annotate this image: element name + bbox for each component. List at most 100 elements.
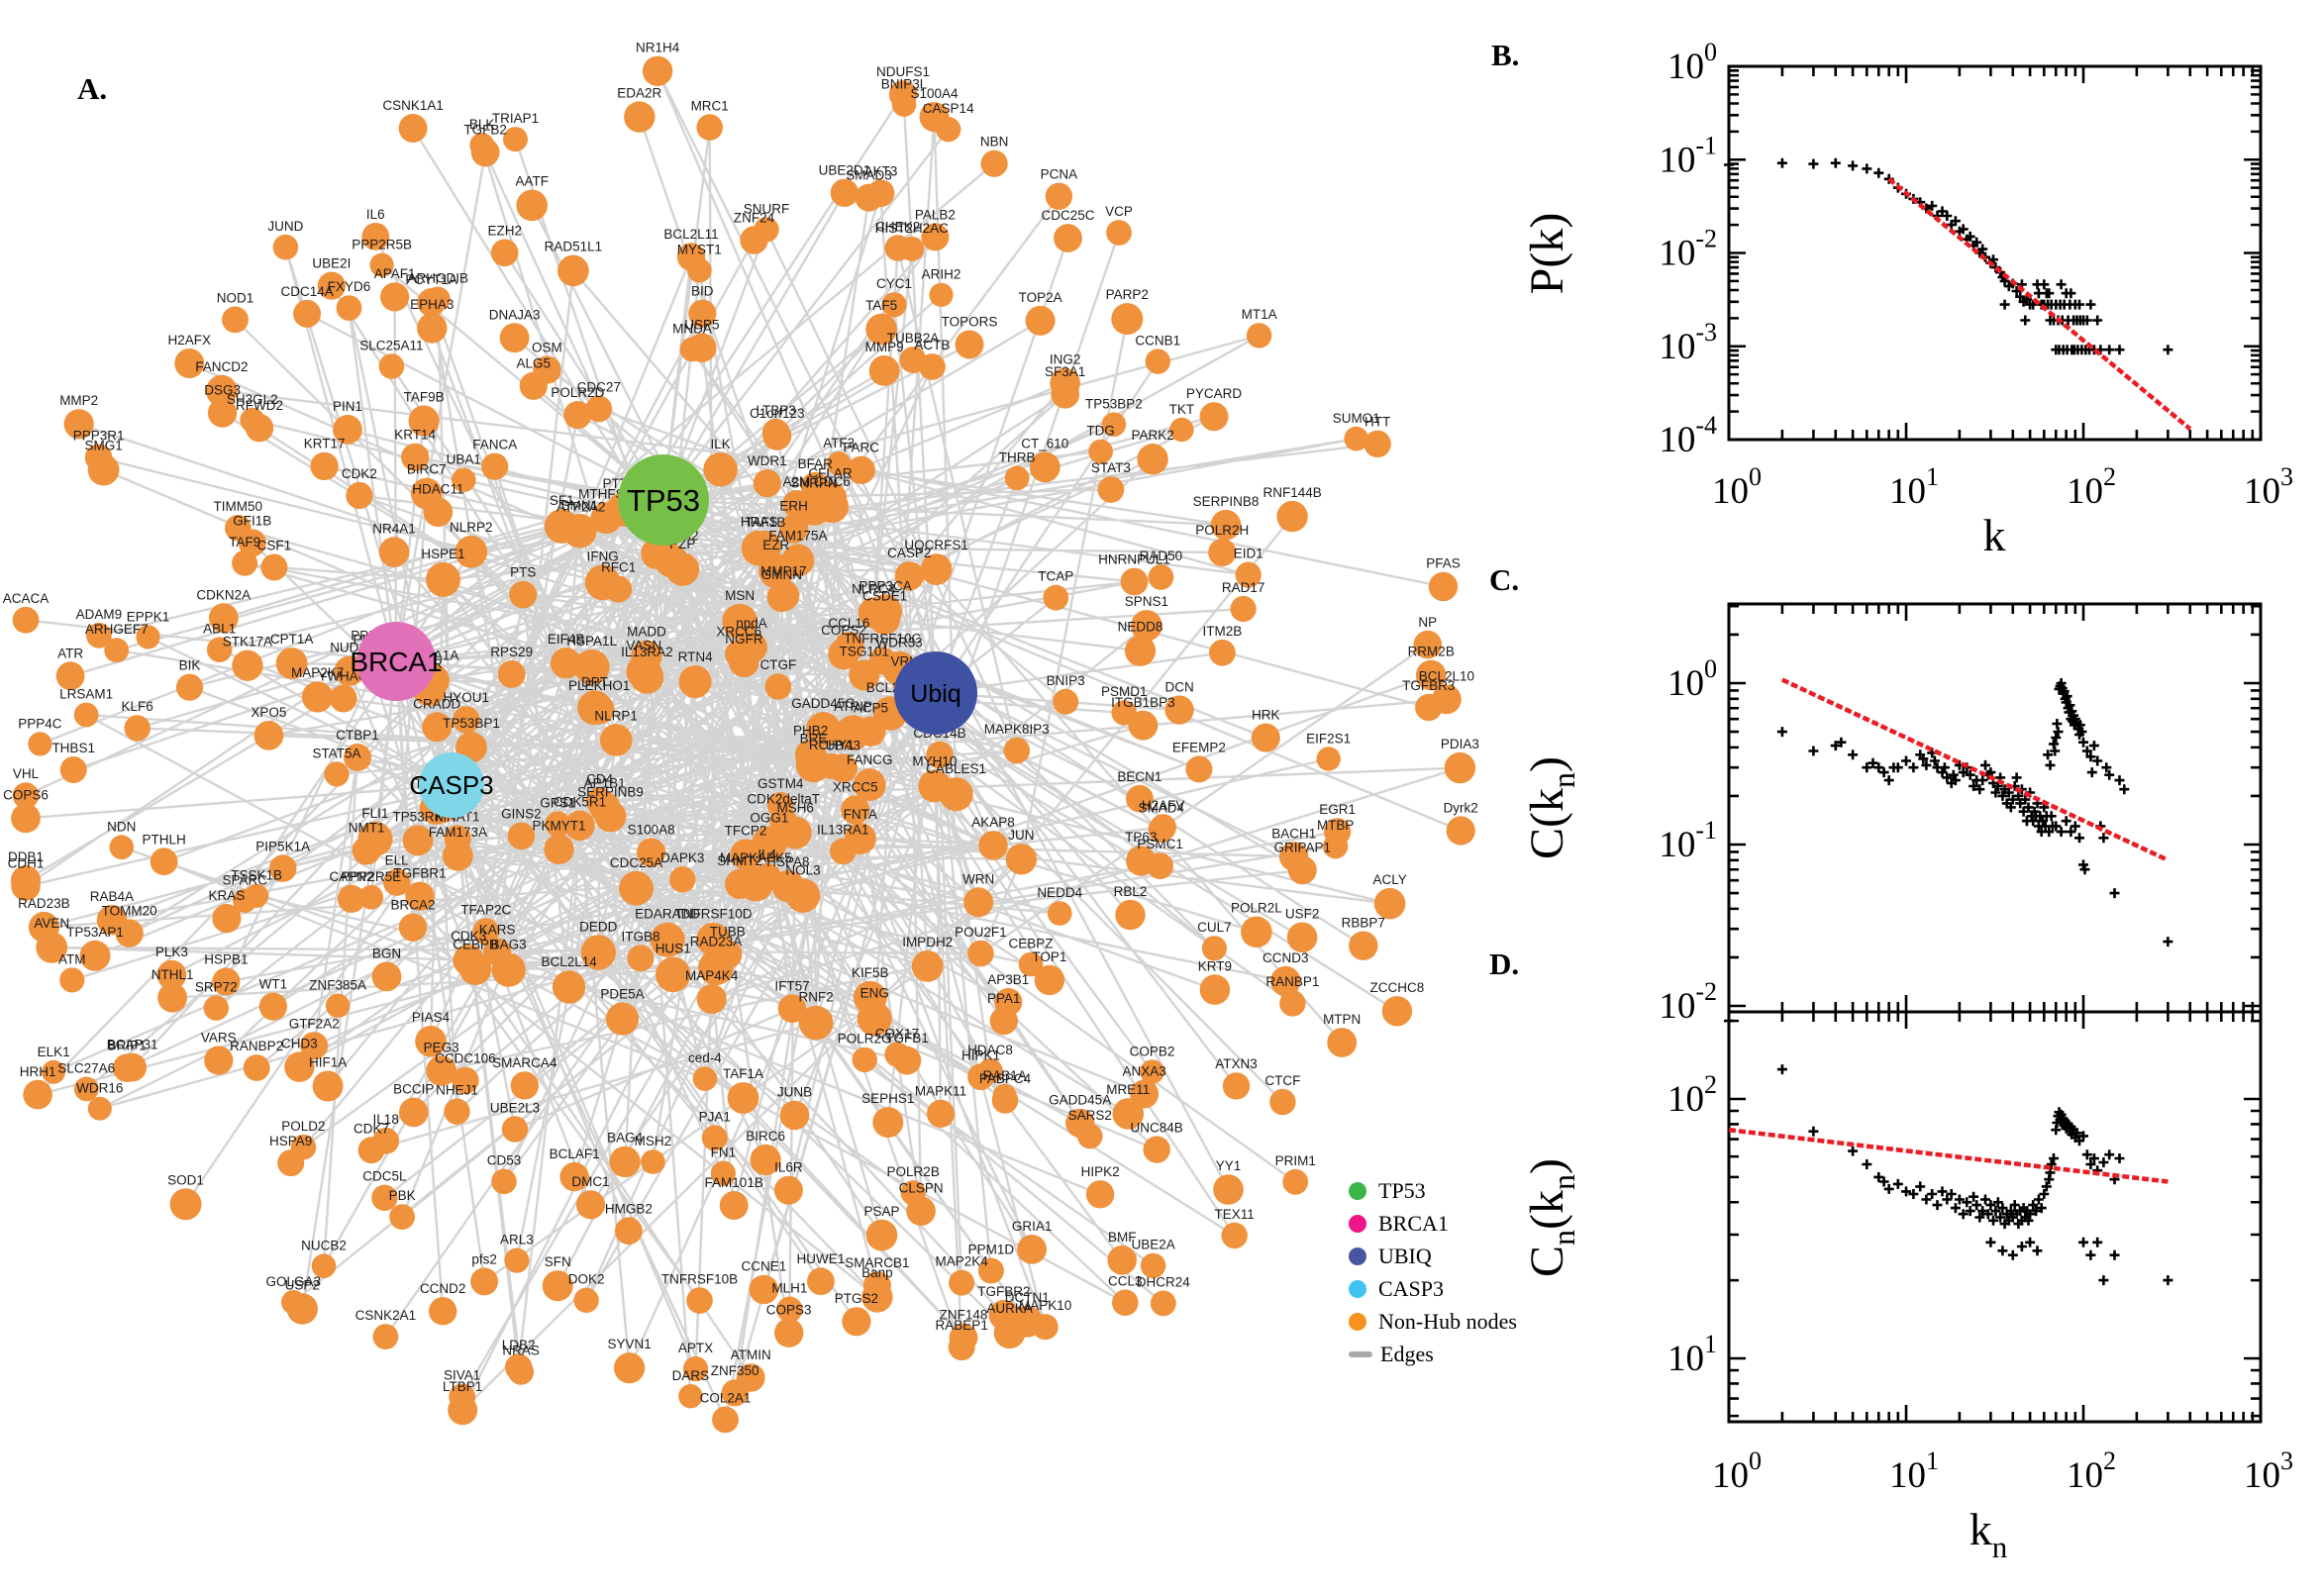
- protein-node-label: DHCR24: [1137, 1275, 1191, 1290]
- protein-node-label: SF3A1: [1045, 364, 1085, 379]
- scatter-points: [1724, 1016, 2173, 1286]
- protein-node-label: GFI1B: [233, 513, 271, 528]
- protein-node-label: KIF5B: [852, 965, 889, 980]
- hub-node-label: TP53: [627, 483, 700, 518]
- protein-node: [703, 451, 738, 487]
- protein-node: [1140, 1059, 1164, 1084]
- protein-node-label: PIN1: [333, 399, 362, 414]
- protein-node-label: MAPK11: [915, 1084, 966, 1099]
- protein-node-label: PBK: [389, 1188, 416, 1203]
- protein-node: [1106, 220, 1132, 246]
- protein-node-label: BCL2L14: [541, 954, 597, 969]
- protein-node-label: ATF3: [823, 436, 855, 450]
- protein-node-label: ATMIN: [731, 1347, 771, 1362]
- protein-node: [573, 648, 610, 685]
- protein-node: [1164, 695, 1194, 725]
- tick-label: 10-2: [1659, 225, 1717, 274]
- protein-node: [989, 1006, 1018, 1036]
- protein-node-label: ATP2A2: [556, 500, 605, 515]
- protein-node-label: MRC1: [691, 98, 729, 113]
- protein-node: [212, 967, 241, 996]
- protein-node: [1415, 693, 1443, 722]
- protein-node: [290, 1134, 317, 1160]
- protein-node-label: AURKA: [986, 1301, 1033, 1316]
- protein-node-label: CDC25C: [1041, 208, 1094, 223]
- protein-node-label: HDAC11: [412, 482, 463, 497]
- protein-node-label: HSPA1L: [566, 634, 617, 648]
- protein-node-label: GINS2: [501, 807, 542, 822]
- protein-node-label: POLR2G: [838, 1032, 892, 1047]
- protein-node-label: TGFB1: [885, 1031, 929, 1046]
- protein-node-label: MLH1: [771, 1281, 807, 1296]
- protein-node: [605, 1002, 640, 1036]
- protein-node: [453, 706, 480, 734]
- protein-node: [641, 1149, 665, 1174]
- protein-node: [73, 702, 99, 728]
- protein-node-label: NMT1: [349, 821, 385, 836]
- protein-node-label: SF1: [550, 493, 574, 508]
- hub-node-tp53: [618, 454, 709, 546]
- protein-node-label: EFEMP2: [1172, 741, 1226, 755]
- protein-node-label: S100A8: [628, 822, 675, 837]
- protein-node-label: BECN1: [1117, 769, 1162, 784]
- protein-node-label: ERH: [779, 499, 808, 514]
- protein-node: [818, 752, 845, 779]
- protein-node: [955, 330, 984, 359]
- protein-node-label: SNRPN: [790, 475, 837, 490]
- protein-node: [626, 653, 661, 690]
- protein-node-label: PCYT1A: [405, 272, 457, 287]
- protein-node: [42, 1059, 66, 1084]
- protein-node: [929, 282, 954, 307]
- protein-node-label: SLC25A11: [359, 338, 423, 352]
- protein-node: [1270, 965, 1301, 997]
- protein-node-label: HTT: [1364, 415, 1390, 430]
- hub-node-casp3: [419, 752, 484, 818]
- protein-node-label: NBN: [980, 135, 1009, 150]
- protein-node: [1150, 814, 1176, 841]
- protein-node: [1050, 367, 1080, 399]
- protein-node: [1143, 1136, 1170, 1163]
- protein-node: [1278, 842, 1309, 871]
- protein-node: [1115, 899, 1146, 931]
- protein-node: [1101, 412, 1127, 438]
- legend-item-non-hub-nodes: Non-Hub nodes: [1349, 1305, 1517, 1338]
- legend-label: CASP3: [1378, 1275, 1445, 1301]
- protein-node-label: TAF1B: [745, 515, 785, 530]
- protein-node: [1221, 1222, 1248, 1249]
- protein-node-label: IFNG: [587, 549, 619, 564]
- protein-node: [830, 178, 859, 207]
- protein-node-label: RRM2B: [1408, 645, 1455, 659]
- protein-node-label: ATXN3: [1215, 1056, 1258, 1071]
- protein-node: [669, 866, 696, 893]
- protein-node-label: TOPORS: [942, 314, 998, 329]
- protein-node-label: HIST2H2AC: [875, 221, 950, 236]
- protein-node-label: MAPKAPK5: [720, 850, 792, 865]
- protein-node-label: LDB2: [502, 1338, 536, 1352]
- protein-node-label: SERPINB9: [577, 785, 644, 800]
- protein-node: [28, 732, 52, 756]
- protein-node: [1018, 951, 1044, 977]
- protein-node-label: TFCP2: [725, 824, 767, 839]
- protein-node: [865, 1219, 898, 1251]
- protein-node-label: COPB2: [1130, 1044, 1175, 1058]
- protein-node-label: EGR1: [1319, 802, 1356, 817]
- protein-node: [1148, 564, 1174, 590]
- network-hub-nodes: TP53 BRCA1 Ubiq CASP3: [350, 454, 977, 818]
- protein-node-label: PDIA3: [1441, 737, 1479, 751]
- protein-node: [899, 236, 925, 261]
- protein-node: [1199, 402, 1229, 432]
- protein-node-label: CAPN2: [329, 869, 373, 884]
- protein-node: [408, 405, 440, 437]
- protein-node: [87, 1096, 112, 1121]
- protein-node: [919, 353, 946, 380]
- protein-node: [293, 299, 322, 328]
- protein-node-label: LTBP3: [757, 403, 796, 418]
- protein-node: [847, 455, 875, 484]
- protein-node-label: TP53RK: [392, 809, 443, 824]
- protein-node-label: POLR2D: [551, 385, 604, 400]
- legend-label: TP53: [1378, 1177, 1426, 1203]
- protein-node: [868, 355, 900, 386]
- protein-node-label: PTGS2: [835, 1291, 878, 1306]
- legend-label: Edges: [1380, 1341, 1434, 1366]
- protein-node: [206, 637, 233, 662]
